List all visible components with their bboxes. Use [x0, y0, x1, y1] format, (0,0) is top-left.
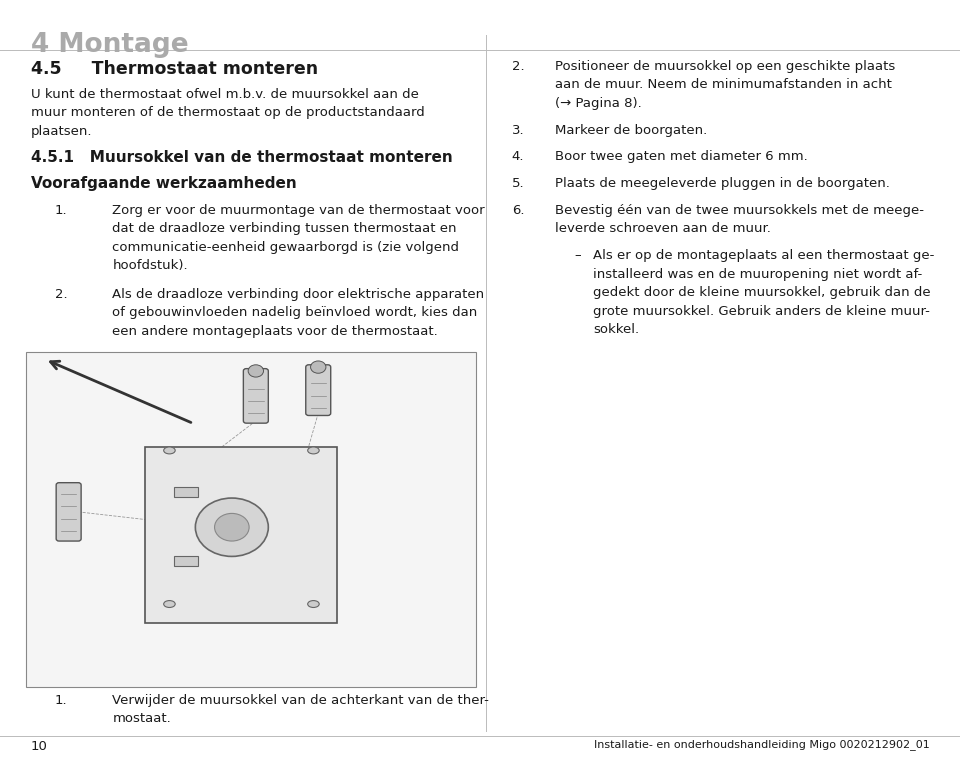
- Text: een andere montageplaats voor de thermostaat.: een andere montageplaats voor de thermos…: [112, 325, 438, 338]
- Bar: [146, 446, 338, 623]
- Text: 5.: 5.: [512, 177, 524, 190]
- Bar: [175, 487, 199, 496]
- Text: hoofdstuk).: hoofdstuk).: [112, 260, 188, 273]
- Text: of gebouwinvloeden nadelig beïnvloed wordt, kies dan: of gebouwinvloeden nadelig beïnvloed wor…: [112, 306, 477, 319]
- Text: 6.: 6.: [512, 204, 524, 217]
- Text: mostaat.: mostaat.: [112, 712, 171, 725]
- Circle shape: [215, 513, 250, 541]
- Text: 4.: 4.: [512, 151, 524, 164]
- Text: 4.5.1   Muursokkel van de thermostaat monteren: 4.5.1 Muursokkel van de thermostaat mont…: [31, 151, 452, 165]
- Text: 4 Montage: 4 Montage: [31, 32, 188, 58]
- Ellipse shape: [307, 447, 319, 454]
- Text: –: –: [574, 250, 581, 262]
- Text: installeerd was en de muuropening niet wordt af-: installeerd was en de muuropening niet w…: [593, 268, 923, 281]
- Circle shape: [311, 361, 326, 373]
- Text: muur monteren of de thermostaat op de productstandaard: muur monteren of de thermostaat op de pr…: [31, 106, 424, 119]
- FancyBboxPatch shape: [244, 369, 269, 423]
- Text: grote muursokkel. Gebruik anders de kleine muur-: grote muursokkel. Gebruik anders de klei…: [593, 305, 930, 318]
- Text: Markeer de boorgaten.: Markeer de boorgaten.: [555, 124, 708, 137]
- Text: leverde schroeven aan de muur.: leverde schroeven aan de muur.: [555, 223, 771, 236]
- Circle shape: [248, 365, 263, 377]
- Text: 1.: 1.: [55, 204, 67, 217]
- Text: 2.: 2.: [55, 288, 67, 301]
- Text: Als er op de montageplaats al een thermostaat ge-: Als er op de montageplaats al een thermo…: [593, 250, 935, 262]
- Bar: [26, 352, 476, 687]
- Text: 10: 10: [31, 740, 48, 753]
- Text: aan de muur. Neem de minimumafstanden in acht: aan de muur. Neem de minimumafstanden in…: [555, 78, 892, 91]
- FancyBboxPatch shape: [305, 365, 330, 415]
- Ellipse shape: [163, 601, 175, 607]
- Text: Voorafgaande werkzaamheden: Voorafgaande werkzaamheden: [31, 177, 297, 191]
- Text: Positioneer de muursokkel op een geschikte plaats: Positioneer de muursokkel op een geschik…: [555, 60, 895, 73]
- Text: 4.5     Thermostaat monteren: 4.5 Thermostaat monteren: [31, 60, 318, 78]
- Text: dat de draadloze verbinding tussen thermostaat en: dat de draadloze verbinding tussen therm…: [112, 223, 457, 236]
- Text: Boor twee gaten met diameter 6 mm.: Boor twee gaten met diameter 6 mm.: [555, 151, 807, 164]
- Circle shape: [196, 498, 268, 556]
- Text: Als de draadloze verbinding door elektrische apparaten: Als de draadloze verbinding door elektri…: [112, 288, 485, 301]
- Text: 1.: 1.: [55, 694, 67, 707]
- Text: gedekt door de kleine muursokkel, gebruik dan de: gedekt door de kleine muursokkel, gebrui…: [593, 286, 931, 300]
- Text: plaatsen.: plaatsen.: [31, 124, 92, 137]
- Text: (→ Pagina 8).: (→ Pagina 8).: [555, 97, 641, 110]
- Text: U kunt de thermostaat ofwel m.b.v. de muursokkel aan de: U kunt de thermostaat ofwel m.b.v. de mu…: [31, 88, 419, 101]
- Text: Verwijder de muursokkel van de achterkant van de ther-: Verwijder de muursokkel van de achterkan…: [112, 694, 490, 707]
- Text: Zorg er voor de muurmontage van de thermostaat voor: Zorg er voor de muurmontage van de therm…: [112, 204, 485, 217]
- Text: Installatie- en onderhoudshandleiding Migo 0020212902_01: Installatie- en onderhoudshandleiding Mi…: [593, 740, 929, 750]
- Text: 2.: 2.: [512, 60, 524, 73]
- Text: sokkel.: sokkel.: [593, 323, 639, 336]
- Text: 3.: 3.: [512, 124, 524, 137]
- Text: communicatie-eenheid gewaarborgd is (zie volgend: communicatie-eenheid gewaarborgd is (zie…: [112, 241, 459, 254]
- Ellipse shape: [307, 601, 319, 607]
- Ellipse shape: [163, 447, 175, 454]
- Text: Bevestig één van de twee muursokkels met de meege-: Bevestig één van de twee muursokkels met…: [555, 204, 924, 217]
- FancyBboxPatch shape: [56, 482, 81, 541]
- Text: Plaats de meegeleverde pluggen in de boorgaten.: Plaats de meegeleverde pluggen in de boo…: [555, 177, 890, 190]
- Bar: [175, 556, 199, 565]
